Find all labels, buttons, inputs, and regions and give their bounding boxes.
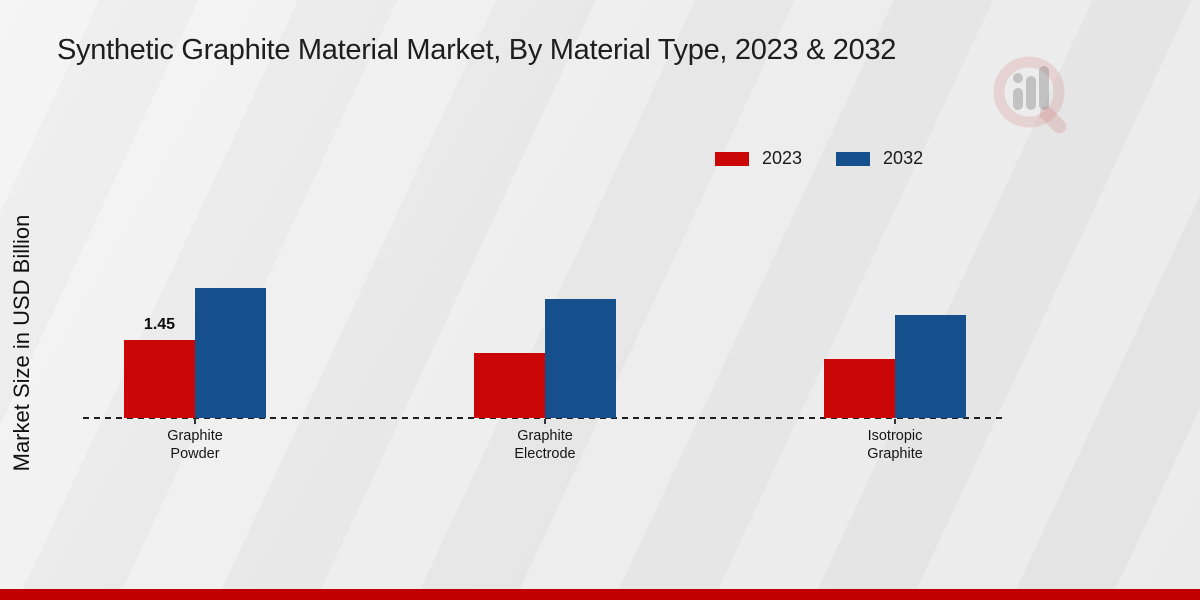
legend-item-2023: 2023 (715, 148, 802, 169)
bar-2023-isotropic-graphite (824, 359, 895, 418)
legend-item-2032: 2032 (836, 148, 923, 169)
legend-swatch-2032 (836, 151, 871, 166)
bar-value-label: 1.45 (143, 316, 176, 333)
footer-accent-bar (0, 589, 1200, 600)
bar-2032-graphite-powder (195, 288, 266, 418)
x-axis-tick (894, 419, 896, 424)
category-label-graphite-powder: Graphite Powder (167, 428, 223, 462)
legend-label: 2023 (762, 148, 803, 168)
bar-2023-graphite-powder (124, 340, 195, 418)
legend: 2023 2032 (715, 148, 923, 169)
category-label-graphite-electrode: Graphite Electrode (514, 428, 576, 462)
bar-2032-graphite-electrode (545, 299, 616, 418)
legend-swatch-2023 (715, 151, 749, 166)
legend-label: 2032 (883, 148, 924, 168)
magnifier-bar-chart-logo-icon (988, 52, 1080, 143)
x-axis-baseline (83, 417, 1006, 419)
x-axis-tick (544, 419, 546, 424)
bar-2023-graphite-electrode (474, 353, 545, 418)
chart-title: Synthetic Graphite Material Market, By M… (57, 34, 897, 66)
bar-2032-isotropic-graphite (895, 315, 966, 418)
x-axis-tick (194, 419, 196, 424)
category-label-isotropic-graphite: Isotropic Graphite (867, 428, 923, 462)
